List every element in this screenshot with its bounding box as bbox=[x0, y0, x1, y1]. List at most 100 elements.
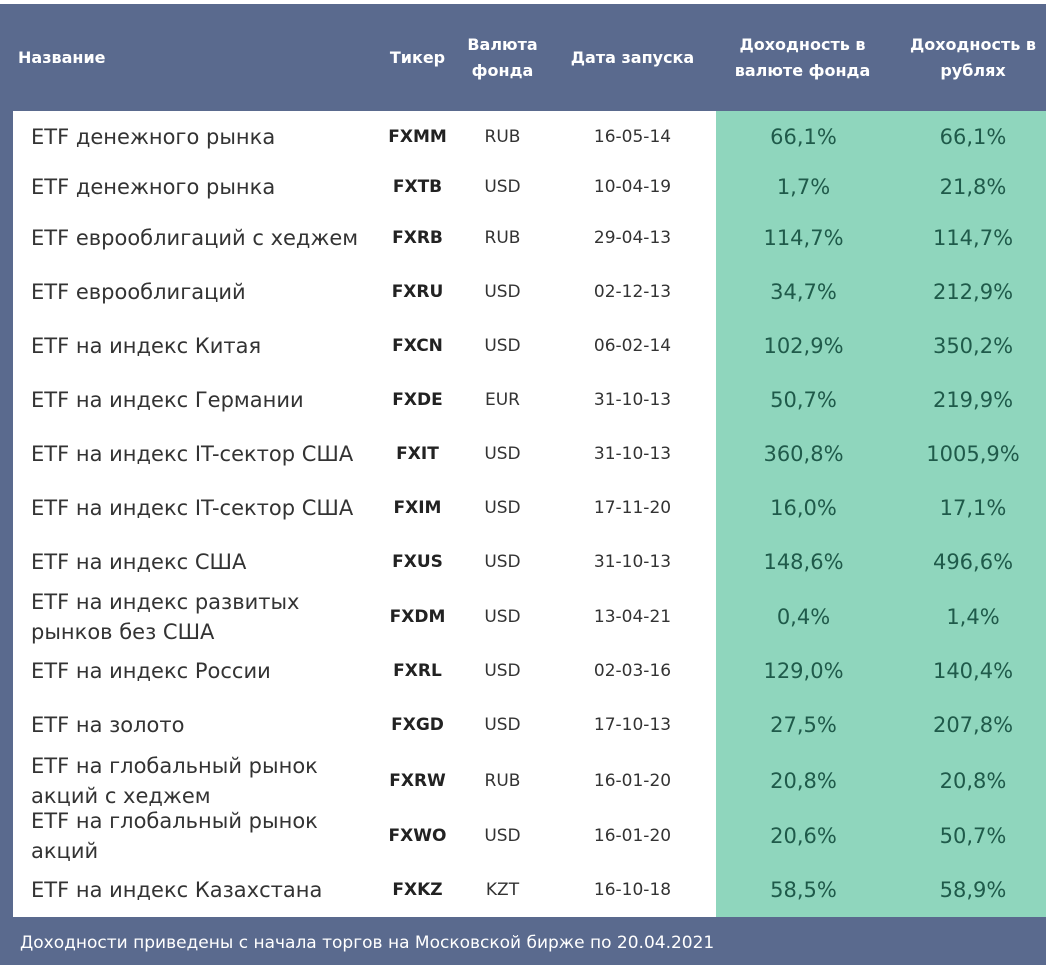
fund-ticker: FXWO bbox=[388, 826, 447, 846]
fund-yield-rub: 350,2% bbox=[932, 334, 1014, 358]
fund-ticker: FXIT bbox=[396, 444, 439, 464]
fund-launch-date: 10-04-19 bbox=[593, 177, 672, 197]
fund-yield-fund-currency: 148,6% bbox=[763, 550, 844, 574]
table-header: Название Тикер Валюта фонда Дата запуска… bbox=[0, 4, 1046, 111]
fund-name: ETF на индекс Казахстана bbox=[31, 878, 323, 902]
table-row: ETF на индекс Китая FXCN USD 06-02-14 10… bbox=[13, 319, 1046, 373]
fund-launch-date: 31-10-13 bbox=[593, 552, 672, 572]
fund-name: ETF на индекс Германии bbox=[31, 388, 304, 412]
fund-currency: RUB bbox=[484, 771, 521, 791]
fund-launch-date: 02-03-16 bbox=[593, 661, 672, 681]
fund-launch-date: 13-04-21 bbox=[593, 607, 672, 627]
header-yield-rub: Доходность в рублях bbox=[909, 34, 1037, 80]
fund-ticker: FXTB bbox=[392, 177, 443, 197]
fund-yield-rub: 1,4% bbox=[946, 605, 1000, 629]
fund-ticker: FXDE bbox=[392, 390, 443, 410]
fund-yield-rub: 219,9% bbox=[932, 388, 1014, 412]
fund-launch-date: 06-02-14 bbox=[593, 336, 672, 356]
fund-name: ETF на золото bbox=[31, 713, 185, 737]
fund-name: ETF еврооблигаций с хеджем bbox=[31, 226, 359, 250]
fund-ticker: FXRW bbox=[389, 771, 446, 791]
fund-yield-fund-currency: 16,0% bbox=[770, 496, 837, 520]
table-row: ETF денежного рынка FXMM RUB 16-05-14 66… bbox=[13, 111, 1046, 163]
fund-currency: USD bbox=[484, 715, 521, 735]
table-row: ETF на индекс развитых рынков без США FX… bbox=[13, 589, 1046, 645]
table-row: ETF на индекс IT-сектор США FXIT USD 31-… bbox=[13, 427, 1046, 481]
fund-yield-rub: 496,6% bbox=[932, 550, 1014, 574]
fund-currency: EUR bbox=[485, 390, 520, 410]
fund-launch-date: 02-12-13 bbox=[593, 282, 672, 302]
table-row: ETF на золото FXGD USD 17-10-13 27,5% 20… bbox=[13, 697, 1046, 753]
fund-ticker: FXIM bbox=[393, 498, 442, 518]
fund-ticker: FXKZ bbox=[392, 880, 443, 900]
table-row: ETF на глобальный рынок акций FXWO USD 1… bbox=[13, 809, 1046, 863]
fund-yield-fund-currency: 102,9% bbox=[763, 334, 844, 358]
fund-ticker: FXRL bbox=[393, 661, 442, 681]
fund-ticker: FXUS bbox=[392, 552, 443, 572]
fund-name: ETF на индекс IT-сектор США bbox=[31, 442, 354, 466]
fund-currency: USD bbox=[484, 826, 521, 846]
fund-currency: USD bbox=[484, 661, 521, 681]
fund-yield-fund-currency: 34,7% bbox=[770, 280, 837, 304]
fund-ticker: FXGD bbox=[391, 715, 444, 735]
header-launch-date: Дата запуска bbox=[570, 47, 695, 67]
table-row: ETF денежного рынка FXTB USD 10-04-19 1,… bbox=[13, 163, 1046, 211]
fund-yield-rub: 140,4% bbox=[932, 659, 1014, 683]
table-row: ETF еврооблигаций с хеджем FXRB RUB 29-0… bbox=[13, 211, 1046, 265]
fund-currency: USD bbox=[484, 607, 521, 627]
table-body: ETF денежного рынка FXMM RUB 16-05-14 66… bbox=[13, 111, 1046, 917]
fund-launch-date: 31-10-13 bbox=[593, 444, 672, 464]
fund-yield-fund-currency: 50,7% bbox=[770, 388, 837, 412]
fund-launch-date: 16-01-20 bbox=[593, 826, 672, 846]
table-row: ETF на индекс Германии FXDE EUR 31-10-13… bbox=[13, 373, 1046, 427]
fund-ticker: FXCN bbox=[392, 336, 443, 356]
fund-currency: RUB bbox=[484, 127, 521, 147]
footnote: Доходности приведены с начала торгов на … bbox=[20, 933, 715, 953]
fund-name: ETF на индекс России bbox=[31, 659, 271, 683]
fund-launch-date: 16-01-20 bbox=[593, 771, 672, 791]
fund-name: ETF денежного рынка bbox=[31, 125, 276, 149]
fund-currency: USD bbox=[484, 552, 521, 572]
fund-yield-rub: 58,9% bbox=[939, 878, 1007, 902]
fund-currency: KZT bbox=[485, 880, 520, 900]
fund-ticker: FXRB bbox=[392, 228, 443, 248]
fund-yield-fund-currency: 20,6% bbox=[770, 824, 837, 848]
fund-yield-fund-currency: 1,7% bbox=[776, 175, 831, 199]
top-divider bbox=[0, 0, 1046, 4]
fund-name: ETF еврооблигаций bbox=[31, 280, 246, 304]
header-yield-fund-currency: Доходность в валюте фонда bbox=[734, 34, 871, 80]
fund-currency: USD bbox=[484, 177, 521, 197]
fund-yield-rub: 17,1% bbox=[939, 496, 1007, 520]
fund-yield-fund-currency: 27,5% bbox=[770, 713, 837, 737]
table-row: ETF еврооблигаций FXRU USD 02-12-13 34,7… bbox=[13, 265, 1046, 319]
fund-yield-rub: 50,7% bbox=[939, 824, 1007, 848]
fund-launch-date: 16-10-18 bbox=[593, 880, 672, 900]
fund-launch-date: 31-10-13 bbox=[593, 390, 672, 410]
fund-currency: USD bbox=[484, 336, 521, 356]
fund-yield-fund-currency: 20,8% bbox=[770, 769, 837, 793]
fund-yield-rub: 114,7% bbox=[932, 226, 1014, 250]
table-row: ETF на глобальный рынок акций с хеджем F… bbox=[13, 753, 1046, 809]
fund-currency: USD bbox=[484, 282, 521, 302]
header-ticker: Тикер bbox=[389, 47, 446, 67]
fund-name: ETF денежного рынка bbox=[31, 175, 276, 199]
fund-currency: RUB bbox=[484, 228, 521, 248]
fund-name: ETF на индекс развитых рынков без США bbox=[31, 590, 300, 644]
fund-yield-fund-currency: 129,0% bbox=[763, 659, 844, 683]
fund-yield-fund-currency: 66,1% bbox=[770, 125, 837, 149]
fund-yield-fund-currency: 58,5% bbox=[770, 878, 837, 902]
fund-name: ETF на индекс США bbox=[31, 550, 247, 574]
fund-ticker: FXDM bbox=[389, 607, 446, 627]
fund-launch-date: 17-10-13 bbox=[593, 715, 672, 735]
fund-yield-rub: 20,8% bbox=[939, 769, 1007, 793]
yield-columns-highlight bbox=[716, 111, 1046, 917]
fund-ticker: FXMM bbox=[388, 127, 447, 147]
fund-yield-rub: 66,1% bbox=[939, 125, 1007, 149]
fund-launch-date: 16-05-14 bbox=[593, 127, 672, 147]
fund-yield-rub: 207,8% bbox=[932, 713, 1014, 737]
header-name: Название bbox=[18, 47, 106, 67]
fund-currency: USD bbox=[484, 444, 521, 464]
fund-yield-fund-currency: 360,8% bbox=[763, 442, 844, 466]
fund-yield-rub: 212,9% bbox=[932, 280, 1014, 304]
table-row: ETF на индекс США FXUS USD 31-10-13 148,… bbox=[13, 535, 1046, 589]
